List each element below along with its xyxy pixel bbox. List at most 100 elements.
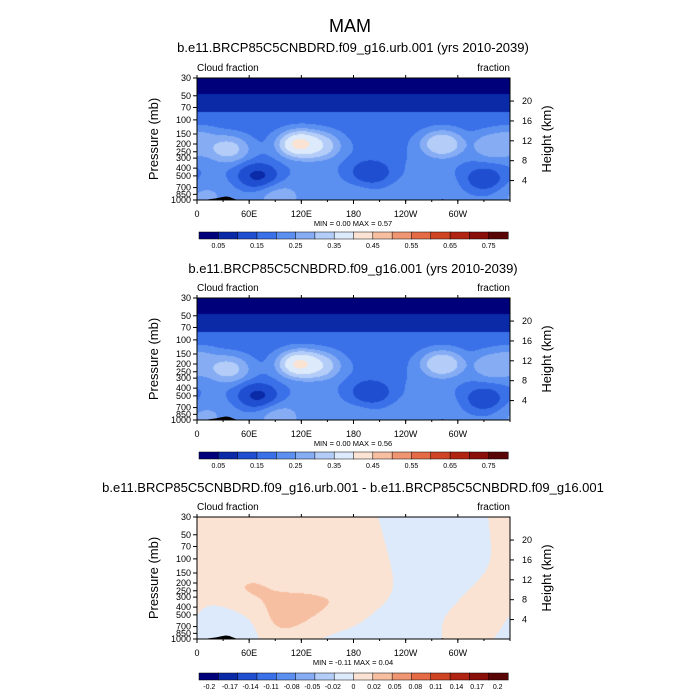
colorbar-swatch	[295, 231, 316, 240]
x-tick-label: 180	[346, 648, 361, 658]
colorbar-swatch	[198, 231, 219, 240]
right-label: fraction	[477, 283, 510, 294]
stats-text: MIN = -0.11 MAX = 0.04	[313, 658, 393, 667]
x-tick-label: 120W	[394, 648, 418, 658]
height-tick-label: 20	[522, 535, 532, 545]
height-tick-label: 8	[522, 376, 527, 386]
colorbar-swatch	[295, 672, 316, 681]
y-tick-label: 70	[181, 322, 191, 332]
colorbar-swatch	[314, 231, 335, 240]
height-tick-label: 12	[522, 356, 532, 366]
y-axis-label: Pressure (mb)	[146, 98, 161, 180]
chart-panel-2: b.e11.BRCP85C5CNBDRD.f09_g16.001 (yrs 20…	[146, 261, 554, 470]
y-tick-label: 300	[176, 373, 191, 383]
colorbar-label: 0.2	[493, 684, 503, 691]
colorbar-swatch	[198, 451, 219, 460]
colorbar-swatch	[449, 451, 470, 460]
right-label: fraction	[477, 502, 510, 513]
colorbar-label: 0.65	[443, 463, 457, 470]
height-tick-label: 4	[522, 615, 527, 625]
x-tick-label: 60E	[241, 429, 257, 439]
colorbar-label: 0.11	[429, 684, 442, 691]
y-tick-label: 100	[176, 115, 191, 125]
x-tick-label: 60E	[241, 648, 257, 658]
colorbar-swatch	[469, 672, 490, 681]
x-tick-label: 120E	[291, 429, 312, 439]
colorbar-label: 0.55	[405, 243, 419, 250]
y-tick-label: 700	[176, 403, 191, 413]
y-tick-label: 100	[176, 554, 191, 564]
y-tick-label: 70	[181, 541, 191, 551]
stats-text: MIN = 0.00 MAX = 0.56	[314, 439, 392, 448]
colorbar-swatch	[372, 672, 393, 681]
right-label: fraction	[477, 63, 510, 74]
x-tick-label: 180	[346, 429, 361, 439]
y-tick-label: 500	[176, 391, 191, 401]
height-tick-label: 20	[522, 316, 532, 326]
chart-panel-3: b.e11.BRCP85C5CNBDRD.f09_g16.urb.001 - b…	[102, 480, 604, 691]
height-tick-label: 16	[522, 336, 532, 346]
y-tick-label: 300	[176, 592, 191, 602]
colorbar-label: 0.75	[482, 243, 496, 250]
y-tick-label: 700	[176, 183, 191, 193]
colorbar-swatch	[314, 451, 335, 460]
height-tick-label: 20	[522, 96, 532, 106]
colorbar-label: 0.15	[250, 463, 264, 470]
colorbar-swatch	[391, 672, 412, 681]
y-tick-label: 200	[176, 139, 191, 149]
colorbar-swatch	[333, 672, 355, 681]
terrain-mask	[201, 196, 239, 200]
y-tick-label: 400	[176, 163, 191, 173]
chart-title: b.e11.BRCP85C5CNBDRD.f09_g16.urb.001 (yr…	[177, 40, 529, 55]
colorbar-swatch	[449, 672, 470, 681]
x-tick-label: 0	[194, 648, 199, 658]
y-tick-label: 300	[176, 153, 191, 163]
colorbar-swatch	[411, 672, 432, 681]
colorbar-label: -0.2	[203, 684, 215, 691]
x-tick-label: 120E	[291, 209, 312, 219]
y-tick-label: 150	[176, 568, 191, 578]
colorbar-swatch	[469, 231, 490, 240]
y-tick-label: 1000	[171, 415, 191, 425]
colorbar-label: -0.17	[222, 684, 238, 691]
colorbar-swatch	[218, 231, 239, 240]
colorbar-label: -0.14	[243, 684, 259, 691]
y-tick-label: 500	[176, 171, 191, 181]
colorbar-label: 0.35	[327, 463, 341, 470]
y-tick-label: 850	[176, 409, 191, 419]
colorbar-swatch	[237, 231, 258, 240]
page-title: MAM	[329, 16, 371, 36]
colorbar-swatch	[256, 231, 277, 240]
y-axis-label: Pressure (mb)	[146, 318, 161, 400]
height-tick-label: 8	[522, 595, 527, 605]
y-tick-label: 250	[176, 147, 191, 157]
colorbar-swatch	[237, 451, 258, 460]
terrain-mask	[201, 635, 239, 639]
field-image	[197, 517, 510, 639]
colorbar-label: -0.08	[284, 684, 300, 691]
colorbar-label: -0.11	[263, 684, 279, 691]
colorbar-swatch	[218, 451, 239, 460]
y-tick-label: 150	[176, 349, 191, 359]
x-tick-label: 120W	[394, 429, 418, 439]
y-tick-label: 850	[176, 628, 191, 638]
x-tick-label: 0	[194, 209, 199, 219]
colorbar-swatch	[276, 231, 297, 240]
colorbar-swatch	[256, 451, 277, 460]
colorbar-label: 0.45	[366, 243, 380, 250]
colorbar-swatch	[469, 451, 490, 460]
colorbar-label: 0.02	[367, 684, 381, 691]
colorbar-swatch	[333, 451, 355, 460]
chart-title: b.e11.BRCP85C5CNBDRD.f09_g16.urb.001 - b…	[102, 480, 604, 495]
left-label: Cloud fraction	[197, 283, 259, 294]
colorbar-label: 0.05	[212, 243, 226, 250]
field-image	[197, 298, 510, 420]
y-tick-label: 200	[176, 359, 191, 369]
x-tick-label: 0	[194, 429, 199, 439]
colorbar-swatch	[218, 672, 239, 681]
colorbar-swatch	[449, 231, 470, 240]
colorbar-swatch	[333, 231, 355, 240]
chart-title: b.e11.BRCP85C5CNBDRD.f09_g16.001 (yrs 20…	[188, 261, 517, 276]
colorbar-label: 0.35	[327, 243, 341, 250]
colorbar-label: 0.45	[366, 463, 380, 470]
